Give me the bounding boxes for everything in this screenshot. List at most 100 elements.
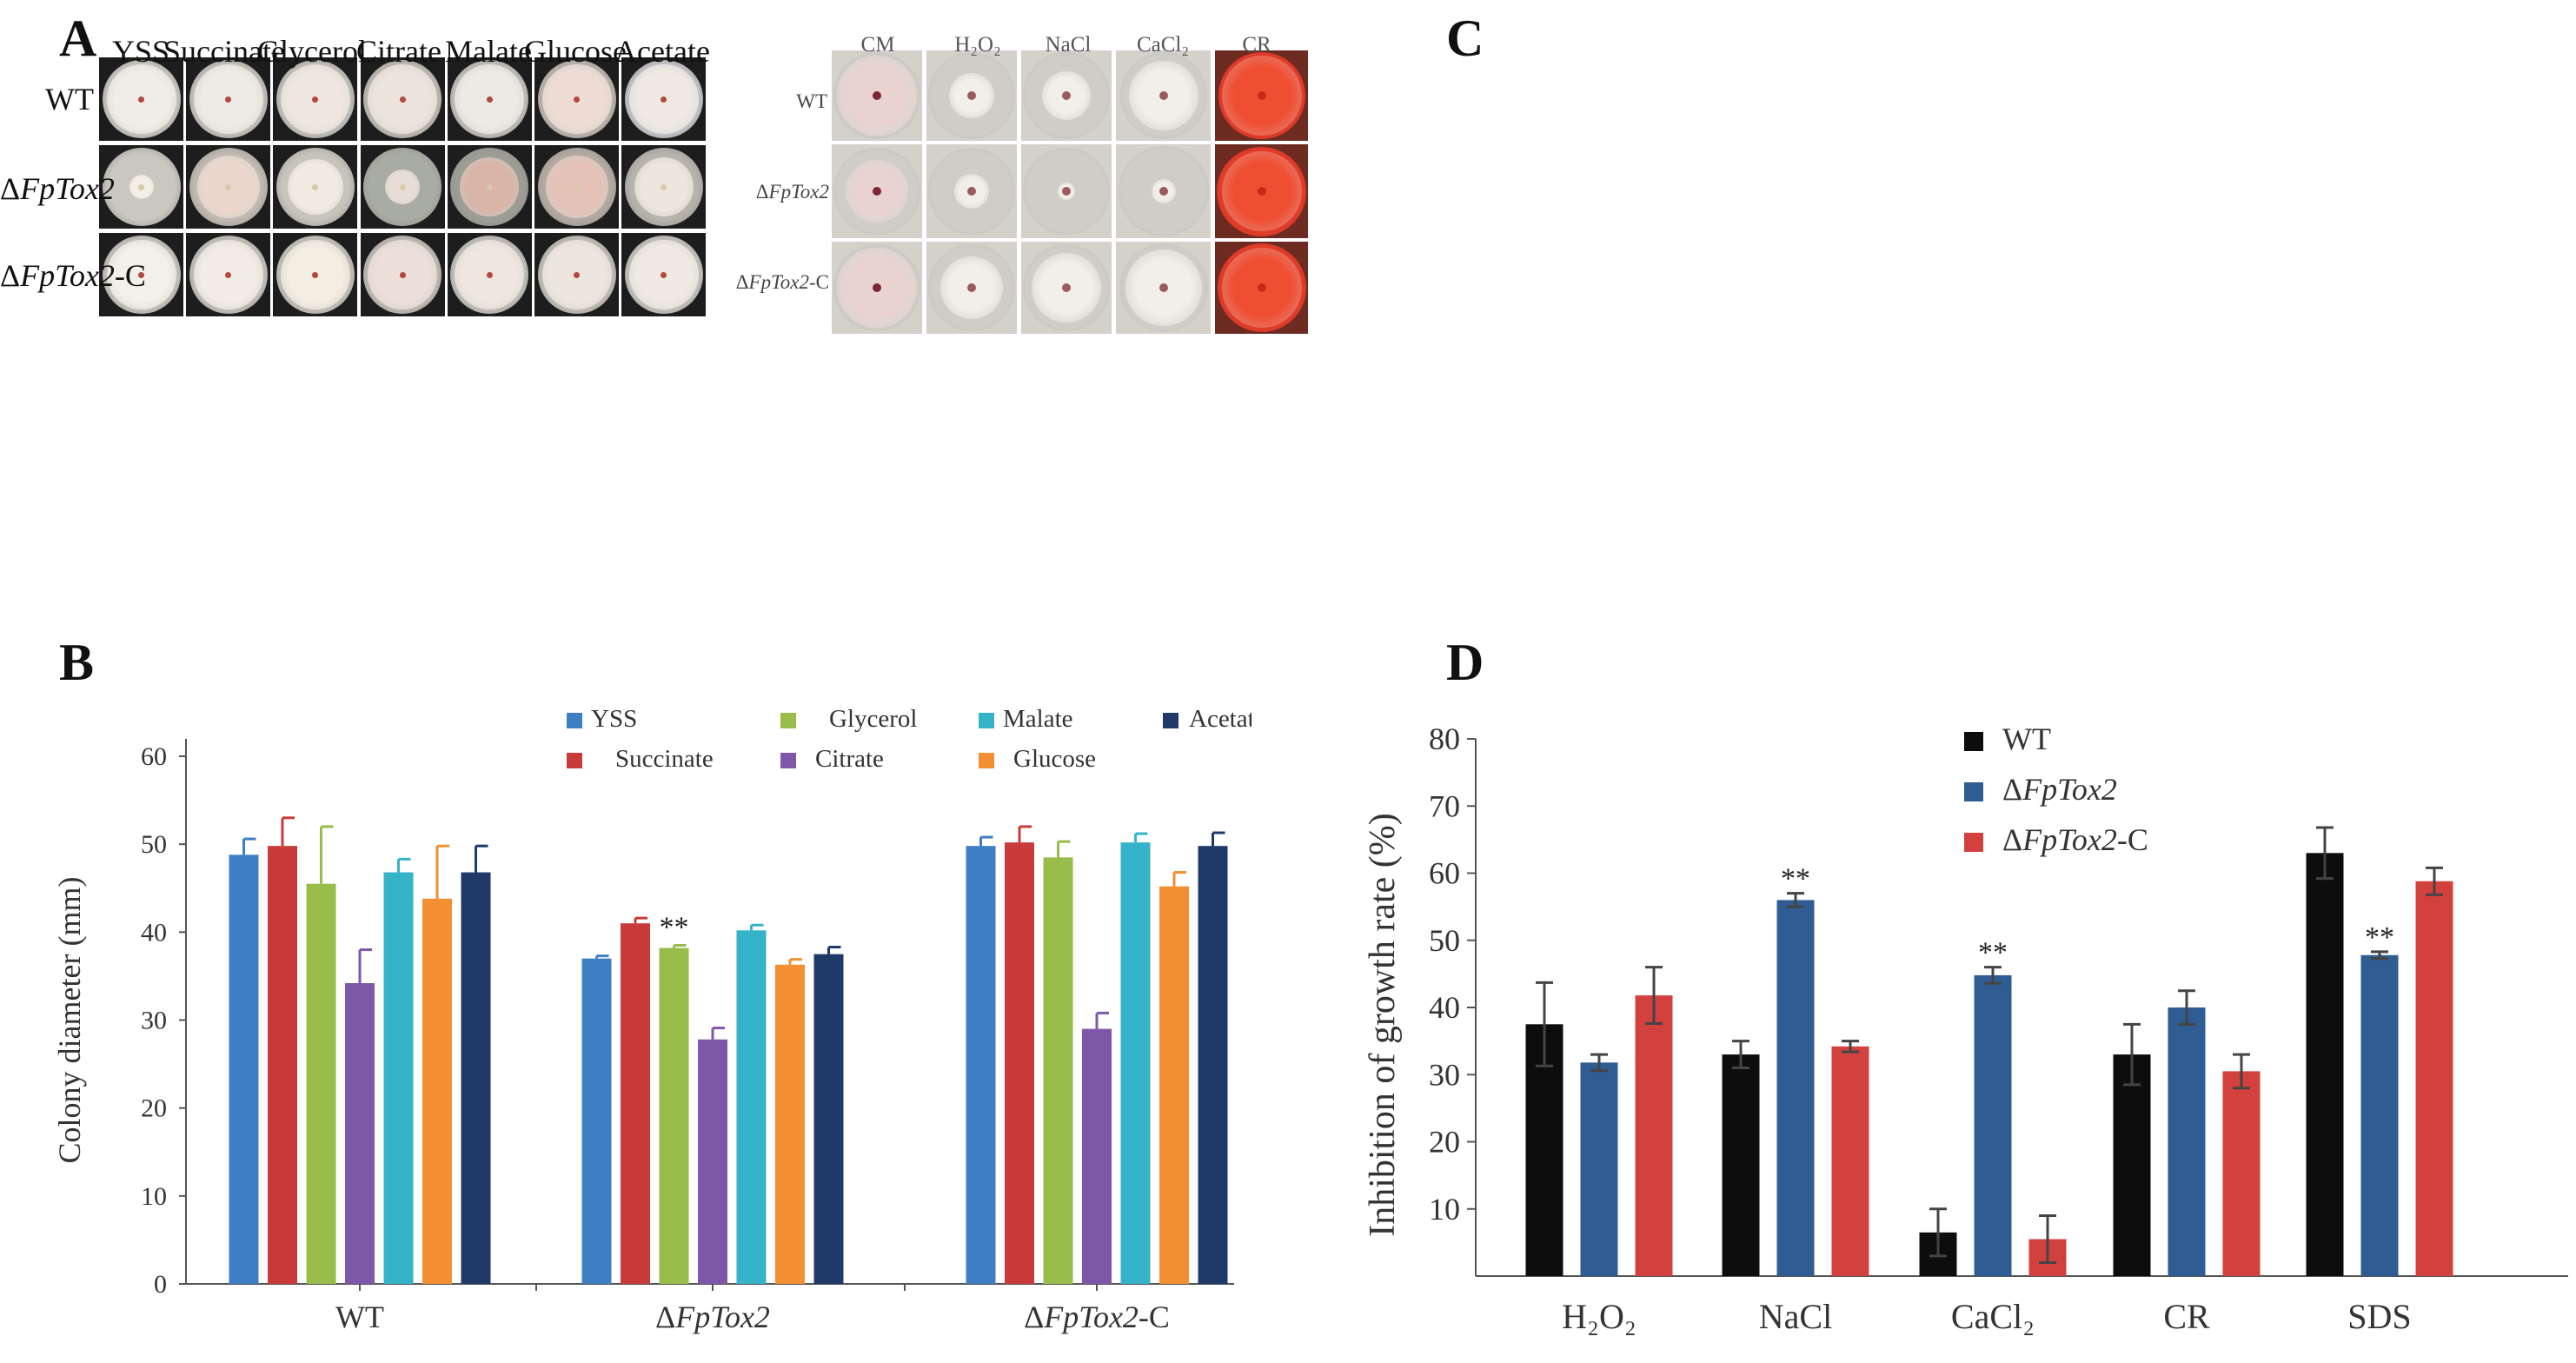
plate-cell	[621, 233, 707, 316]
plate-row-label-2: ΔFpTox2-C	[0, 258, 146, 293]
plate-c-cell	[1215, 144, 1308, 238]
plate-c-col-label-2: NaCl	[1045, 33, 1092, 57]
plate-cell	[360, 145, 445, 229]
plate-c-row-label-2: ΔFpTox2-C	[735, 271, 829, 293]
chart-b-legend-swatch	[979, 753, 994, 768]
inoculation-point	[312, 183, 319, 190]
inoculation-point	[225, 183, 232, 190]
chart-d-bar	[1974, 974, 2012, 1276]
inoculation-point	[1159, 187, 1168, 196]
chart-b-legend-swatch	[780, 753, 796, 768]
chart-d-bar	[1831, 1046, 1869, 1276]
inoculation-point	[225, 96, 232, 103]
plate-c-cell	[832, 50, 922, 141]
chart-d-bar	[1580, 1062, 1618, 1276]
chart-d-category-label: NaCl	[1759, 1297, 1832, 1336]
plate-cell	[447, 145, 532, 229]
chart-b-bar	[1005, 842, 1034, 1284]
inoculation-point	[486, 96, 493, 103]
chart-d-y-tick-label: 70	[1429, 788, 1460, 823]
chart-d-growth-inhibition: 10 20 30 40 50 60 70 80 Inhibition of growth rat…	[1363, 721, 2568, 1336]
inoculation-point	[661, 96, 667, 103]
inoculation-point	[399, 96, 406, 103]
chart-b-bar	[1159, 886, 1189, 1284]
plate-c-cell	[1021, 50, 1112, 141]
chart-d-y-tick-label: 50	[1429, 923, 1460, 958]
plate-cell	[534, 57, 619, 141]
plate-c-col-label-1: H₂O₂	[954, 33, 1001, 57]
plate-c-cell	[1116, 50, 1211, 141]
plate-cell	[186, 145, 271, 229]
plate-cell	[99, 145, 183, 229]
chart-d-category-label: CR	[2163, 1297, 2210, 1336]
plate-c-cell	[1215, 50, 1308, 141]
chart-b-bar	[383, 872, 414, 1284]
inoculation-point	[486, 183, 493, 190]
inoculation-point	[574, 183, 580, 190]
chart-b-bar	[698, 1039, 727, 1284]
panel-letter-b: B	[59, 634, 95, 691]
chart-b-bar	[1120, 842, 1151, 1284]
panel-letter-c: C	[1446, 10, 1484, 67]
plate-c-cell	[926, 144, 1017, 238]
plate-c-col-label-3: CaCl₂	[1136, 33, 1190, 57]
inoculation-point	[399, 183, 406, 190]
chart-b-bar	[1043, 857, 1073, 1284]
plate-cell	[621, 57, 707, 141]
chart-d-category-label: H₂O₂	[1562, 1297, 1637, 1336]
chart-b-legend-swatch	[567, 753, 582, 768]
plate-col-label-succinate: Succinate	[163, 34, 285, 69]
chart-b-bar	[306, 883, 336, 1284]
chart-d-bar	[2360, 954, 2399, 1276]
chart-b-y-tick-label: 10	[141, 1182, 167, 1211]
chart-b-bar	[736, 930, 767, 1284]
chart-b-y-tick-label: 50	[141, 830, 167, 859]
plate-cell	[186, 57, 271, 141]
plate-cell	[273, 233, 358, 316]
inoculation-point	[225, 271, 232, 278]
inoculation-point	[138, 183, 144, 190]
plate-col-label-malate: Malate	[445, 34, 532, 69]
chart-d-legend-label: WT	[2002, 721, 2051, 756]
plate-col-label-acetate: Acetate	[614, 34, 710, 69]
chart-b-y-tick-label: 20	[141, 1094, 167, 1123]
plate-c-cell	[1021, 144, 1112, 238]
chart-d-category-label: SDS	[2347, 1297, 2411, 1336]
plate-cell	[447, 57, 532, 141]
plate-c-cell	[926, 242, 1017, 334]
chart-b-legend-swatch	[1163, 713, 1178, 728]
plate-c-col-label-0: CM	[860, 33, 895, 57]
chart-b-bar	[775, 964, 805, 1284]
plate-col-label-glucose: Glucose	[524, 34, 627, 69]
chart-d-bar	[2113, 1054, 2151, 1276]
inoculation-point	[967, 91, 976, 100]
chart-b-y-axis-label: Colony diameter (mm)	[52, 877, 87, 1164]
plate-cell	[99, 233, 183, 316]
inoculation-point	[661, 271, 667, 278]
plate-c-cell	[1116, 144, 1211, 238]
inoculation-point	[574, 96, 580, 103]
plate-cell	[621, 145, 707, 229]
chart-b-legend-swatch	[780, 713, 796, 728]
panel-letter-a: A	[59, 10, 97, 67]
chart-b-y-tick-label: 40	[141, 918, 167, 947]
inoculation-point	[873, 91, 881, 100]
chart-b-y-tick-label: 0	[154, 1270, 167, 1299]
inoculation-point	[486, 271, 493, 278]
chart-b-bar	[659, 947, 689, 1284]
inoculation-point	[1257, 91, 1266, 100]
chart-b-bar	[966, 846, 996, 1284]
plate-cell	[186, 233, 271, 316]
inoculation-point	[312, 96, 319, 103]
chart-b-bar	[229, 854, 259, 1284]
chart-b-legend-label: Glucose	[1013, 745, 1096, 773]
chart-d-legend-swatch	[1964, 732, 1983, 751]
plate-row-label-0: WT	[45, 82, 94, 116]
plate-c-cell	[926, 50, 1017, 141]
plate-c-cell	[1021, 242, 1112, 334]
chart-b-bar	[268, 846, 297, 1284]
plate-c-cell	[1116, 242, 1211, 334]
chart-d-significance: **	[1781, 863, 1810, 895]
inoculation-point	[1159, 91, 1168, 100]
chart-b-significance: **	[660, 912, 689, 944]
